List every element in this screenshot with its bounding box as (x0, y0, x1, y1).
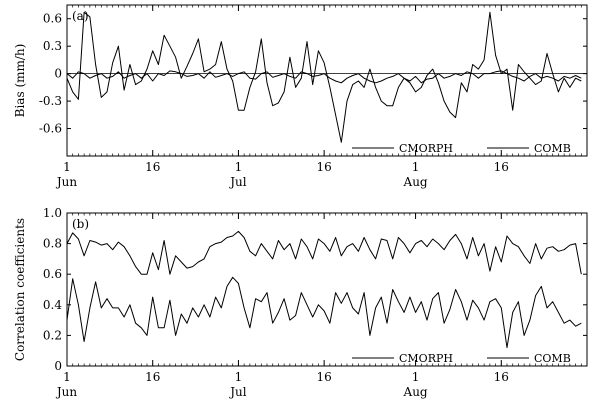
x-month-label: Aug (403, 175, 428, 189)
legend-label-cmorph: CMORPH (399, 352, 453, 365)
x-tick-label: 1 (235, 160, 243, 174)
x-month-label: Jun (55, 175, 78, 189)
series-line-comb (66, 70, 582, 84)
panel-label: (b) (72, 217, 89, 231)
plot-frame (66, 4, 588, 157)
y-tick-label: 0.6 (43, 12, 62, 26)
x-tick-label: 1 (412, 370, 420, 384)
legend-label-comb: COMB (534, 352, 571, 365)
series-line-comb (66, 276, 582, 349)
x-month-label: Aug (403, 385, 428, 399)
y-tick-label: 0.3 (43, 39, 62, 53)
y-tick-label: 1.0 (43, 206, 62, 220)
x-tick-label: 16 (145, 160, 160, 174)
panel-label: (a) (72, 9, 89, 23)
x-month-label: Jun (55, 385, 78, 399)
x-month-label: Jul (228, 175, 247, 189)
x-tick-label: 1 (63, 370, 71, 384)
y-tick-label: 0.4 (43, 298, 62, 312)
x-tick-label: 1 (235, 370, 243, 384)
x-tick-label: 16 (317, 160, 332, 174)
y-tick-label: 0.8 (43, 237, 62, 251)
y-tick-label: 0.6 (43, 267, 62, 281)
y-tick-label: 0 (54, 67, 62, 81)
y-tick-label: 0 (54, 359, 62, 373)
series-line-cmorph (66, 230, 582, 275)
y-axis-title: Bias (mm/h) (13, 44, 27, 118)
y-axis-title: Correlation coefficients (13, 218, 27, 361)
x-tick-label: 1 (63, 160, 71, 174)
series-line-cmorph (66, 11, 582, 143)
x-tick-label: 16 (317, 370, 332, 384)
legend-label-cmorph: CMORPH (399, 142, 453, 155)
x-tick-label: 16 (145, 370, 160, 384)
plot-frame (66, 212, 588, 367)
y-tick-label: -0.3 (39, 94, 62, 108)
x-tick-label: 16 (494, 160, 509, 174)
x-tick-label: 16 (494, 370, 509, 384)
x-month-label: Jul (228, 385, 247, 399)
x-tick-label: 1 (412, 160, 420, 174)
y-tick-label: -0.6 (39, 122, 62, 136)
legend-label-comb: COMB (534, 142, 571, 155)
y-tick-label: 0.2 (43, 328, 62, 342)
